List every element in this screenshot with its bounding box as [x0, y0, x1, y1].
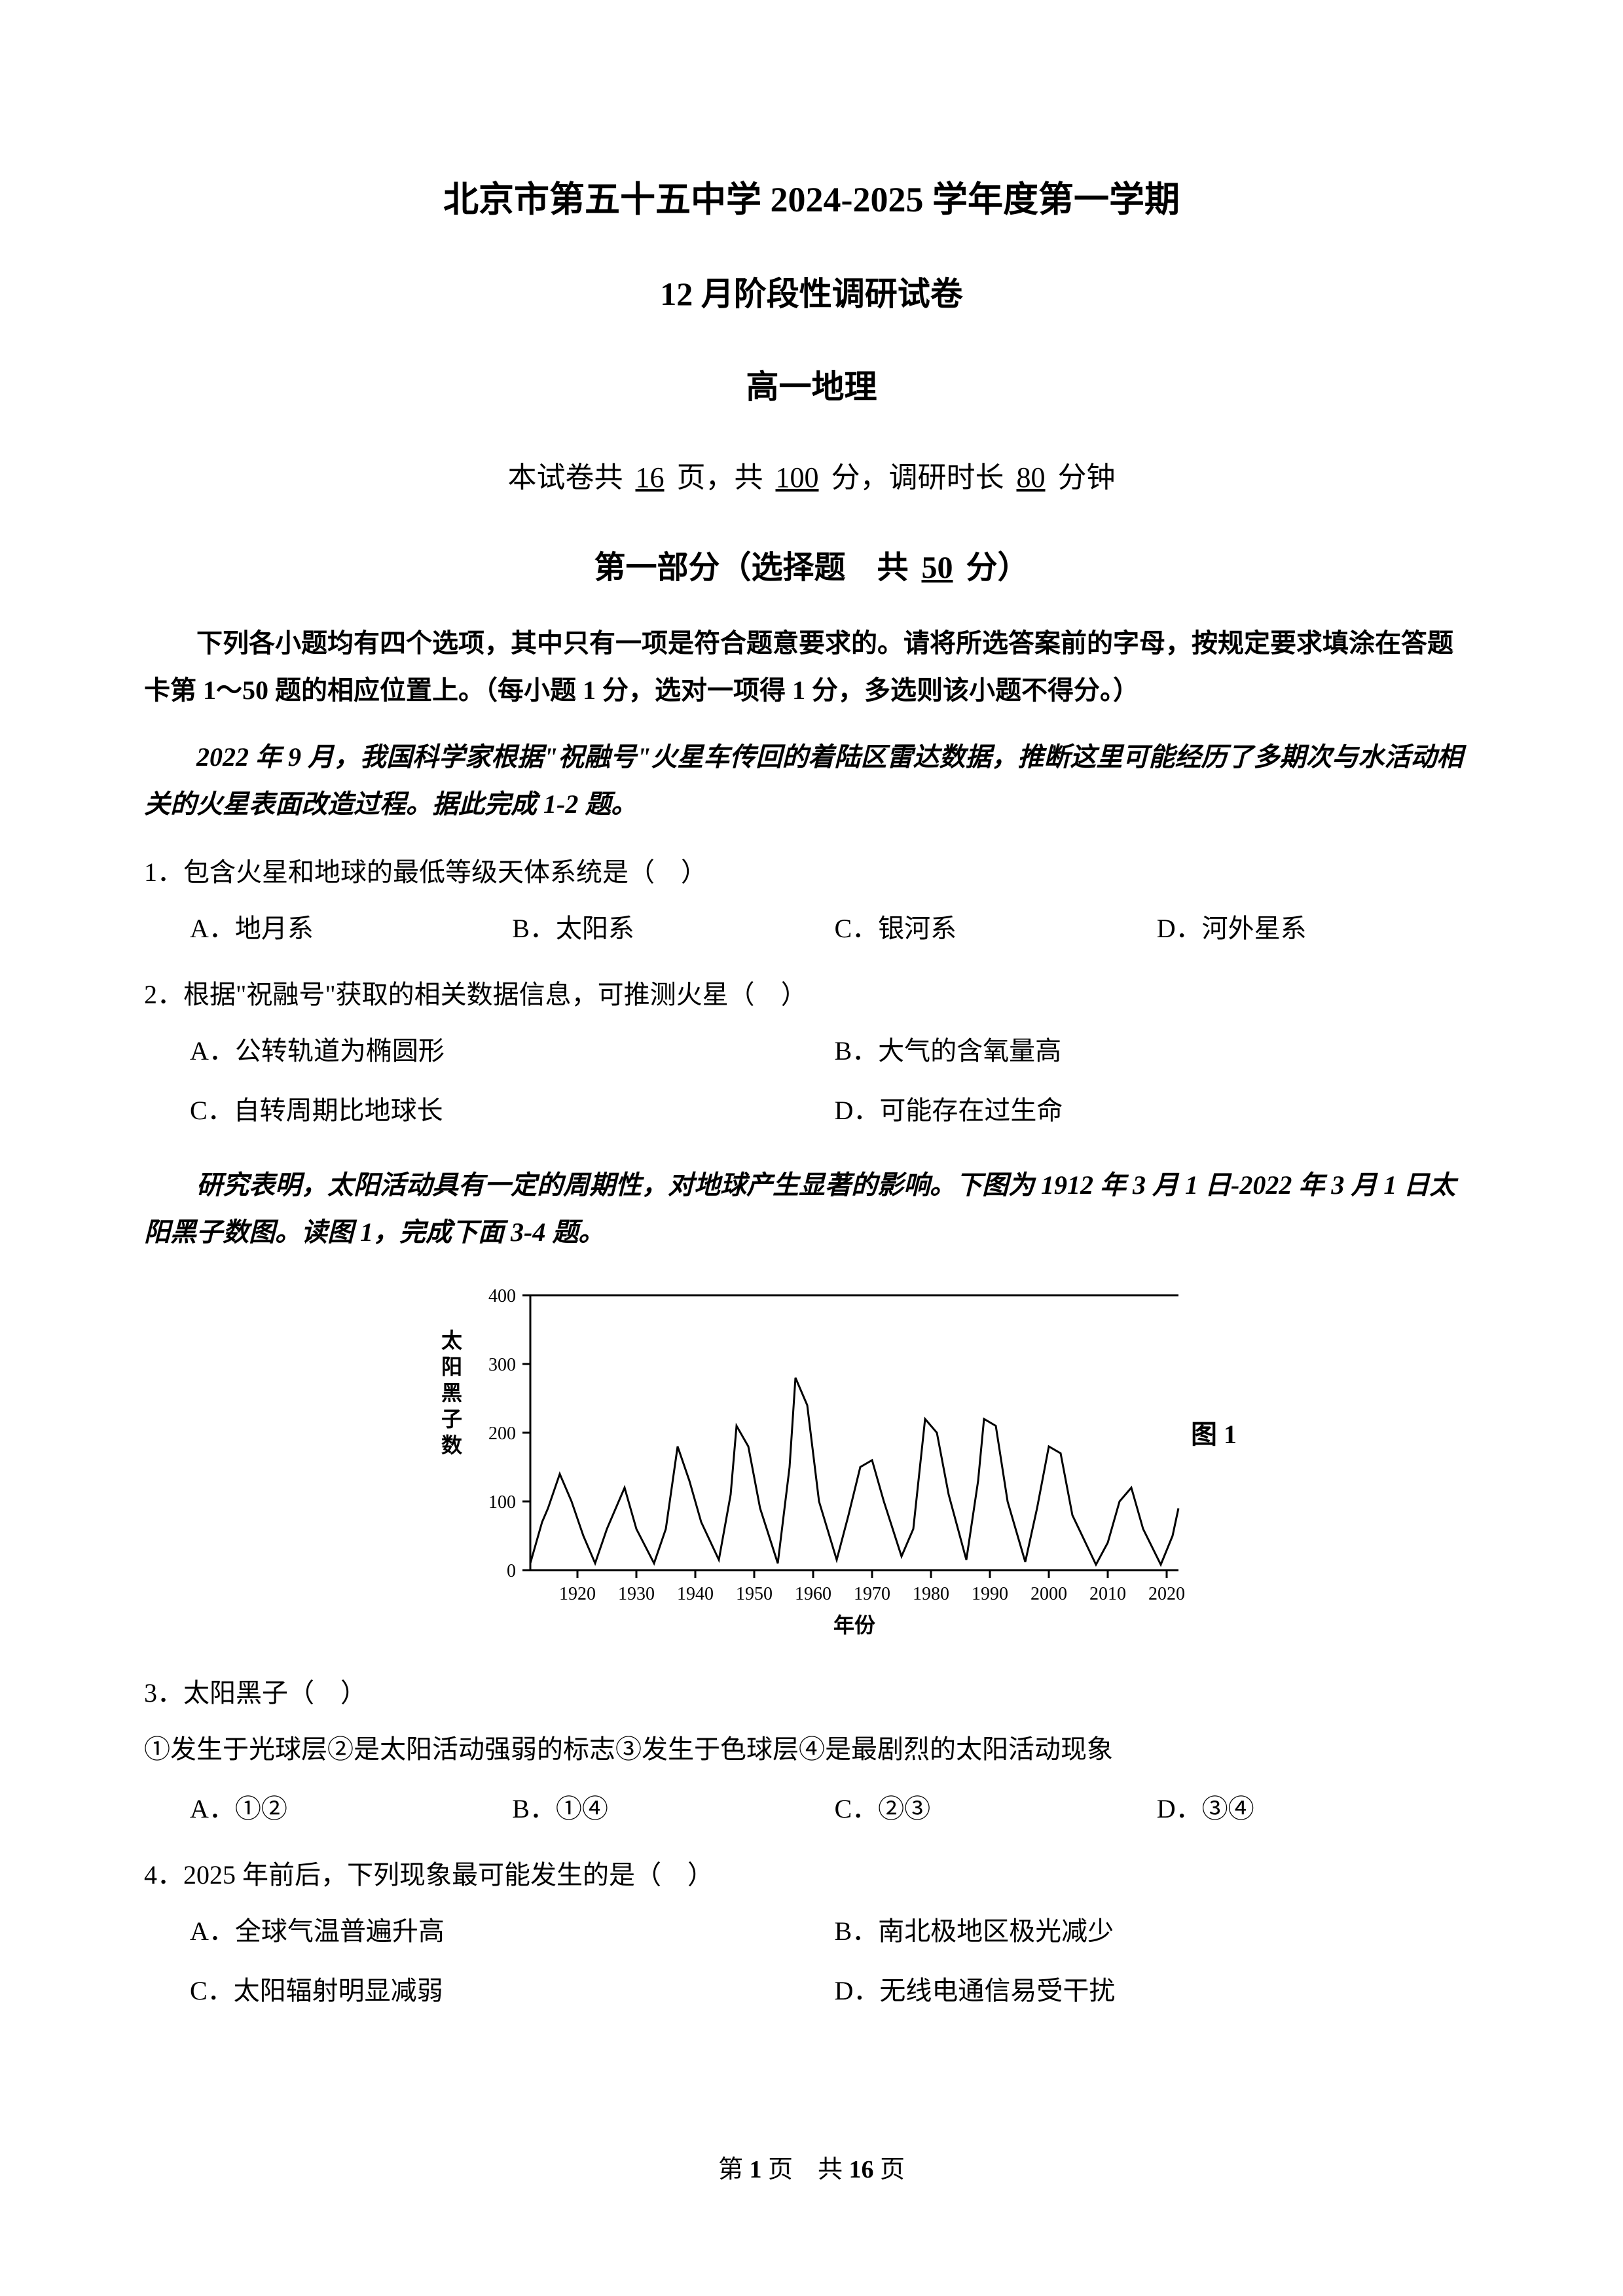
q1-opt-b: B．太阳系	[512, 904, 834, 954]
chart-wrapper: 0 100 200 300 400 1920 1930 1940 1950 1960 1970 198…	[144, 1276, 1479, 1642]
q4-opt-c: C．太阳辐射明显减弱	[190, 1966, 835, 2016]
q2-stem: 2．根据"祝融号"获取的相关数据信息，可推测火星（ ）	[144, 970, 1479, 1020]
q1-opt-a: A．地月系	[190, 904, 512, 954]
footer-mid: 页 共	[761, 2156, 848, 2183]
context-1: 2022 年 9 月，我国科学家根据"祝融号"火星车传回的着陆区雷达数据，推断这…	[144, 734, 1479, 828]
title-sub: 12 月阶段性调研试卷	[144, 268, 1479, 315]
instructions-text: 下列各小题均有四个选项，其中只有一项是符合题意要求的。请将所选答案前的字母，按规…	[144, 620, 1479, 714]
svg-text:数: 数	[441, 1433, 462, 1457]
q1-stem: 1．包含火星和地球的最低等级天体系统是（ ）	[144, 848, 1479, 897]
exam-info-line: 本试卷共 16 页，共 100 分，调研时长 80 分钟	[144, 454, 1479, 495]
title-subject: 高一地理	[144, 361, 1479, 408]
svg-text:2020: 2020	[1148, 1584, 1185, 1604]
footer-prefix: 第	[718, 2156, 750, 2183]
svg-text:黑: 黑	[441, 1381, 462, 1405]
q2-opt-d: D．可能存在过生命	[835, 1086, 1480, 1136]
q2-opt-a: A．公转轨道为椭圆形	[190, 1026, 835, 1076]
svg-text:300: 300	[488, 1355, 516, 1375]
svg-text:1950: 1950	[736, 1584, 773, 1604]
chart-figure-label: 图 1	[1191, 1413, 1237, 1451]
q3-statements: ①发生于光球层②是太阳活动强弱的标志③发生于色球层④是最剧烈的太阳活动现象	[144, 1725, 1479, 1774]
q1-opt-c: C．银河系	[835, 904, 1157, 954]
section-suffix: 分）	[966, 550, 1029, 585]
question-1: 1．包含火星和地球的最低等级天体系统是（ ） A．地月系 B．太阳系 C．银河系…	[144, 848, 1479, 954]
q2-opt-c: C．自转周期比地球长	[190, 1086, 835, 1136]
svg-text:年份: 年份	[833, 1613, 875, 1637]
question-2: 2．根据"祝融号"获取的相关数据信息，可推测火星（ ） A．公转轨道为椭圆形 B…	[144, 970, 1479, 1145]
footer-total: 16	[849, 2156, 874, 2183]
q1-options: A．地月系 B．太阳系 C．银河系 D．河外星系	[144, 904, 1479, 954]
title-main: 北京市第五十五中学 2024-2025 学年度第一学期	[144, 170, 1479, 222]
section-title: 第一部分（选择题 共 50 分）	[144, 541, 1479, 587]
info-score: 100	[771, 461, 824, 493]
svg-text:1980: 1980	[913, 1584, 949, 1604]
info-prefix: 本试卷共	[508, 461, 623, 493]
q4-stem: 4．2025 年前后，下列现象最可能发生的是（ ）	[144, 1850, 1479, 1900]
info-mid1: 页，共	[677, 461, 763, 493]
q4-options: A．全球气温普遍升高 B．南北极地区极光减少 C．太阳辐射明显减弱 D．无线电通…	[144, 1907, 1479, 2026]
svg-text:1930: 1930	[618, 1584, 655, 1604]
svg-text:2000: 2000	[1030, 1584, 1067, 1604]
svg-text:1940: 1940	[677, 1584, 714, 1604]
q3-opt-d: D．③④	[1157, 1784, 1479, 1834]
q3-opt-c: C．②③	[835, 1784, 1157, 1834]
q3-stem: 3．太阳黑子（ ）	[144, 1668, 1479, 1718]
q3-opt-a: A．①②	[190, 1784, 512, 1834]
svg-text:100: 100	[488, 1492, 516, 1513]
sunspot-chart: 0 100 200 300 400 1920 1930 1940 1950 1960 1970 198…	[419, 1276, 1205, 1642]
footer-current: 1	[749, 2156, 761, 2183]
svg-text:200: 200	[488, 1424, 516, 1444]
svg-text:1960: 1960	[795, 1584, 831, 1604]
q4-opt-b: B．南北极地区极光减少	[835, 1907, 1480, 1956]
page-footer: 第 1 页 共 16 页	[0, 2149, 1623, 2185]
q3-opt-b: B．①④	[512, 1784, 834, 1834]
q1-opt-d: D．河外星系	[1157, 904, 1479, 954]
q4-opt-d: D．无线电通信易受干扰	[835, 1966, 1480, 2016]
question-4: 4．2025 年前后，下列现象最可能发生的是（ ） A．全球气温普遍升高 B．南…	[144, 1850, 1479, 2026]
q4-opt-a: A．全球气温普遍升高	[190, 1907, 835, 1956]
q2-options: A．公转轨道为椭圆形 B．大气的含氧量高 C．自转周期比地球长 D．可能存在过生…	[144, 1026, 1479, 1145]
context-2: 研究表明，太阳活动具有一定的周期性，对地球产生显著的影响。下图为 1912 年 …	[144, 1162, 1479, 1256]
svg-text:1920: 1920	[559, 1584, 596, 1604]
question-3: 3．太阳黑子（ ） ①发生于光球层②是太阳活动强弱的标志③发生于色球层④是最剧烈…	[144, 1668, 1479, 1834]
footer-suffix: 页	[874, 2156, 905, 2183]
svg-text:0: 0	[507, 1561, 516, 1581]
info-duration: 80	[1012, 461, 1051, 493]
svg-text:子: 子	[441, 1407, 462, 1431]
info-pages: 16	[630, 461, 670, 493]
q2-opt-b: B．大气的含氧量高	[835, 1026, 1480, 1076]
section-prefix: 第一部分（选择题 共	[594, 550, 908, 585]
svg-text:1970: 1970	[854, 1584, 890, 1604]
info-mid2: 分，调研时长	[831, 461, 1004, 493]
svg-text:400: 400	[488, 1286, 516, 1306]
svg-text:太: 太	[441, 1329, 462, 1352]
q3-options: A．①② B．①④ C．②③ D．③④	[144, 1784, 1479, 1834]
svg-text:2010: 2010	[1089, 1584, 1126, 1604]
section-points: 50	[917, 550, 958, 585]
svg-text:1990: 1990	[972, 1584, 1008, 1604]
svg-text:阳: 阳	[441, 1355, 462, 1378]
info-suffix: 分钟	[1058, 461, 1116, 493]
